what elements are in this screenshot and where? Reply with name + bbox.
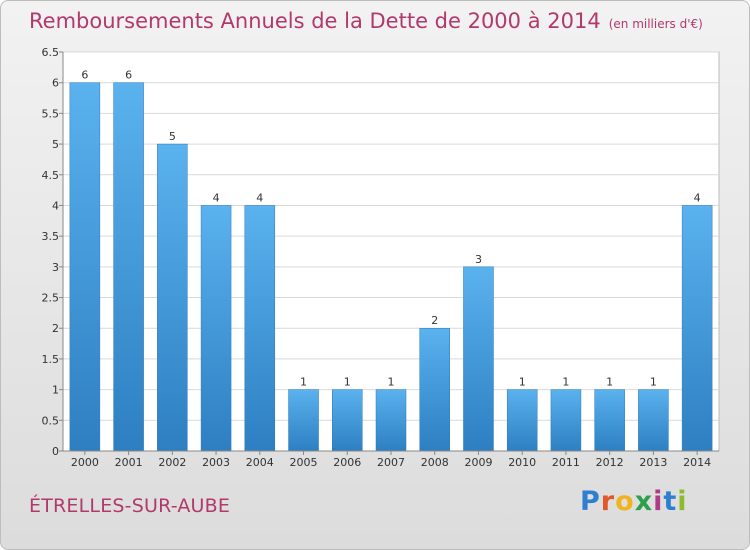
bar-2013 (638, 389, 669, 452)
bar-2006 (332, 389, 363, 452)
bars: 6 6 5 4 4 1 1 1 2 3 1 1 1 1 4 (69, 69, 713, 452)
chart-title: Remboursements Annuels de la Dette de 20… (29, 9, 703, 33)
x-tick-label: 2008 (421, 456, 449, 469)
data-label: 1 (300, 376, 307, 389)
bar-2009 (463, 266, 494, 452)
x-tick-label: 2003 (202, 456, 230, 469)
x-tick-label: 2012 (596, 456, 624, 469)
y-tick-label: 4 (52, 199, 59, 212)
brand-letter: P (580, 486, 601, 517)
y-tick-label: 4.5 (42, 169, 60, 182)
brand-letter: t (663, 486, 678, 517)
x-tick-label: 2005 (290, 456, 318, 469)
data-label: 1 (388, 376, 395, 389)
data-label: 4 (213, 191, 220, 204)
data-label: 2 (431, 314, 438, 327)
data-label: 6 (81, 69, 88, 82)
data-label: 3 (475, 253, 482, 266)
bar-2002 (157, 143, 188, 452)
chart-subtitle: (en milliers d'€) (608, 17, 703, 31)
y-tick-label: 1 (52, 384, 59, 397)
x-tick-label: 2014 (683, 456, 711, 469)
bar-2005 (288, 389, 319, 452)
y-tick-label: 1.5 (42, 353, 60, 366)
y-tick-label: 0 (52, 445, 59, 458)
bar-2012 (594, 389, 625, 452)
y-tick-label: 6 (52, 77, 59, 90)
data-label: 6 (125, 69, 132, 82)
x-tick-label: 2007 (377, 456, 405, 469)
bar-2014 (681, 205, 713, 452)
x-tick-label: 2000 (71, 456, 99, 469)
y-tick-label: 2 (52, 322, 59, 335)
data-label: 5 (169, 130, 176, 143)
x-tick-label: 2001 (115, 456, 143, 469)
brand-letter: x (634, 486, 654, 517)
y-tick-label: 2.5 (42, 292, 60, 305)
data-label: 1 (519, 376, 526, 389)
data-label: 1 (562, 376, 569, 389)
x-tick-label: 2009 (464, 456, 492, 469)
axes: 0 0.5 1 1.5 2 2.5 3 3.5 4 4.5 5 5.5 6 6.5 2000 2001 2002… (42, 46, 719, 469)
data-label: 1 (650, 376, 657, 389)
bar-2011 (550, 389, 582, 452)
brand-letter: r (600, 486, 616, 517)
bar-2010 (506, 389, 538, 452)
x-tick-label: 2004 (246, 456, 274, 469)
title-text: Remboursements Annuels de la Dette de 20… (29, 9, 601, 33)
x-tick-label: 2010 (508, 456, 536, 469)
y-tick-label: 0.5 (42, 414, 60, 427)
data-label: 4 (694, 191, 701, 204)
brand-letter: i (677, 486, 688, 517)
data-label: 1 (344, 376, 351, 389)
y-tick-label: 3.5 (42, 230, 60, 243)
bar-2001 (113, 82, 144, 452)
x-tick-label: 2006 (333, 456, 361, 469)
bar-2003 (200, 205, 232, 452)
bar-2000 (69, 82, 101, 452)
location-name: ÉTRELLES-SUR-AUBE (29, 495, 231, 517)
bar-2008 (419, 327, 450, 452)
y-tick-label: 6.5 (42, 46, 60, 59)
bar-2004 (244, 205, 276, 452)
x-tick-label: 2002 (158, 456, 186, 469)
data-label: 4 (256, 191, 263, 204)
brand-letter: i (653, 486, 664, 517)
data-label: 1 (606, 376, 613, 389)
brand-letter: o (615, 486, 635, 517)
proxiti-logo[interactable]: Proxiti (580, 486, 688, 517)
bar-2007 (375, 389, 407, 452)
x-tick-label: 2011 (552, 456, 580, 469)
y-tick-label: 3 (52, 261, 59, 274)
x-tick-label: 2013 (639, 456, 667, 469)
y-tick-label: 5.5 (42, 107, 60, 120)
y-tick-label: 5 (52, 138, 59, 151)
